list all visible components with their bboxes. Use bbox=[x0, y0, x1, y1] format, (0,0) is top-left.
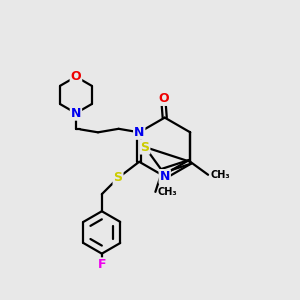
Text: S: S bbox=[140, 141, 149, 154]
Text: N: N bbox=[71, 107, 81, 120]
Text: N: N bbox=[134, 126, 144, 139]
Text: S: S bbox=[113, 172, 122, 184]
Text: CH₃: CH₃ bbox=[158, 187, 177, 197]
Text: O: O bbox=[158, 92, 169, 105]
Text: N: N bbox=[160, 170, 170, 183]
Text: F: F bbox=[98, 258, 106, 271]
Text: CH₃: CH₃ bbox=[210, 170, 230, 180]
Text: O: O bbox=[70, 70, 81, 83]
